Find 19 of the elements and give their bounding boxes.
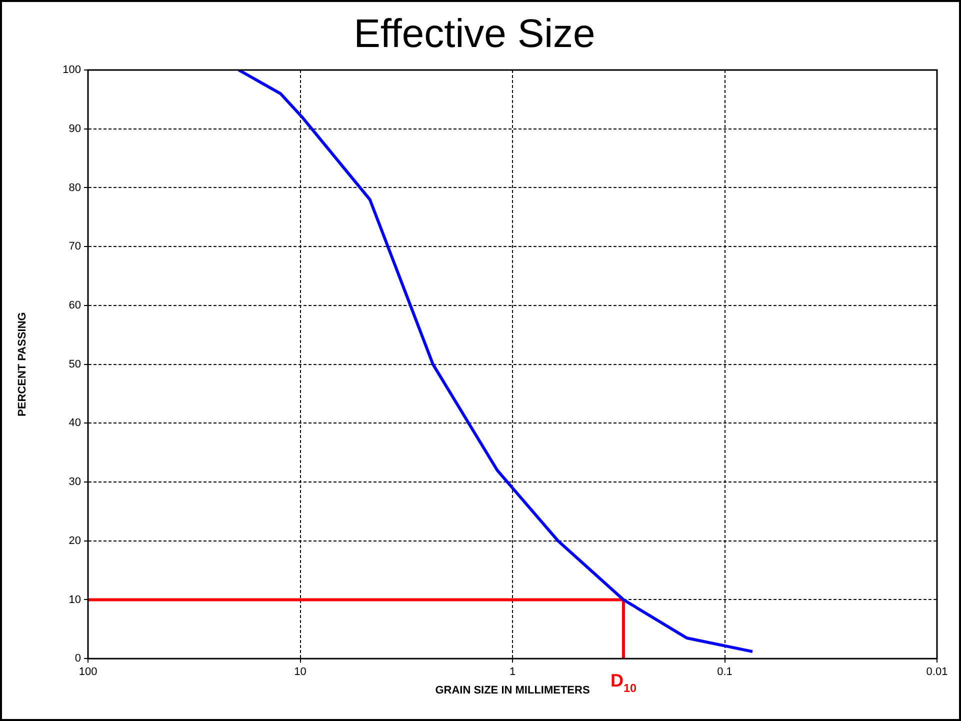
x-tick-label: 0.1 bbox=[717, 666, 732, 678]
y-tick-label: 70 bbox=[68, 240, 81, 253]
chart-title: Effective Size bbox=[354, 12, 596, 56]
y-tick-label: 10 bbox=[68, 594, 81, 606]
y-tick-label: 90 bbox=[68, 122, 81, 135]
y-tick-label: 50 bbox=[68, 358, 81, 370]
x-axis-title: GRAIN SIZE IN MILLIMETERS bbox=[435, 684, 590, 696]
x-tick-label: 100 bbox=[78, 666, 98, 678]
y-tick-label: 20 bbox=[68, 534, 81, 547]
x-tick-label: 1 bbox=[509, 666, 516, 678]
y-tick-label: 0 bbox=[74, 652, 81, 665]
x-tick-label: 10 bbox=[294, 666, 306, 678]
y-tick-label: 80 bbox=[68, 182, 81, 194]
y-tick-label: 30 bbox=[68, 476, 81, 488]
y-tick-label: 100 bbox=[62, 64, 81, 76]
x-tick-label: 0.01 bbox=[926, 666, 948, 678]
y-tick-label: 60 bbox=[68, 299, 81, 312]
y-axis-title: PERCENT PASSING bbox=[16, 312, 29, 416]
y-tick-label: 40 bbox=[68, 417, 81, 430]
